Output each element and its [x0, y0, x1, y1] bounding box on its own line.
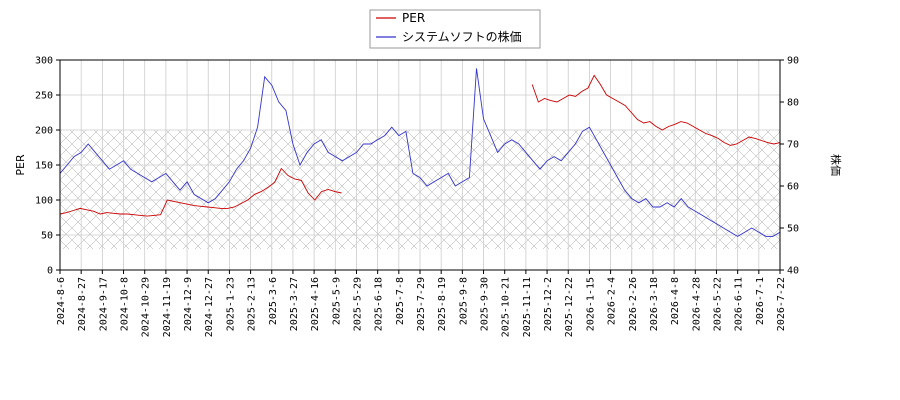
y-right-tick-label: 70 — [787, 140, 799, 151]
y-right-tick-label: 40 — [787, 266, 799, 277]
legend-box — [369, 9, 541, 49]
y-right-tick-label: 50 — [787, 224, 799, 235]
legend-label-per: PER — [402, 11, 425, 25]
x-axis: 2024-8-6 2024-8-27 2024-9-17 2024-10-8 2024-… — [56, 270, 787, 337]
x-tick-label: 2024-10-8 — [120, 277, 131, 331]
x-tick-label: 2024-12-27 — [204, 277, 215, 337]
x-tick-label: 2025-3-27 — [289, 277, 300, 331]
x-tick-label: 2025-2-13 — [247, 277, 258, 331]
x-tick-label: 2025-4-16 — [310, 277, 321, 331]
x-tick-label: 2025-9-8 — [458, 277, 469, 325]
x-tick-label: 2024-9-17 — [98, 277, 109, 331]
y-left-tick-label: 150 — [35, 161, 53, 172]
x-tick-label: 2025-7-8 — [395, 277, 406, 325]
x-tick-label: 2025-5-9 — [331, 277, 342, 325]
y-left-tick-label: 0 — [47, 266, 53, 277]
x-tick-label: 2026-3-18 — [649, 277, 660, 331]
legend: PER システムソフトの株価 — [369, 9, 541, 49]
y-left-tick-label: 250 — [35, 91, 53, 102]
x-tick-label: 2025-12-2 — [543, 277, 554, 331]
y-left-axis: 0 50 100 150 200 250 300 — [35, 56, 60, 277]
y-right-tick-label: 60 — [787, 182, 799, 193]
x-tick-label: 2025-5-29 — [352, 277, 363, 331]
x-tick-label: 2025-6-18 — [374, 277, 385, 331]
y-left-tick-label: 300 — [35, 56, 53, 67]
x-tick-label: 2024-8-6 — [56, 277, 67, 325]
x-tick-label: 2026-7-1 — [755, 277, 766, 325]
series-line-per — [531, 74, 781, 146]
legend-label-price: システムソフトの株価 — [402, 29, 522, 44]
y-left-axis-title: PER — [14, 154, 27, 176]
x-tick-label: 2025-9-30 — [480, 277, 491, 331]
series-line-price — [59, 68, 781, 237]
y-left-tick-label: 200 — [35, 126, 53, 137]
x-tick-label: 2025-11-11 — [522, 277, 533, 337]
x-tick-label: 2025-3-6 — [268, 277, 279, 325]
x-tick-label: 2026-4-28 — [691, 277, 702, 331]
x-tick-label: 2026-2-26 — [628, 277, 639, 331]
x-tick-label: 2024-8-27 — [77, 277, 88, 331]
y-right-axis: 40 50 60 70 80 90 — [780, 56, 799, 277]
series-line-per — [59, 167, 342, 217]
x-tick-label: 2024-11-19 — [162, 277, 173, 337]
x-tick-label: 2026-2-4 — [607, 277, 618, 325]
x-tick-label: 2026-5-22 — [712, 277, 723, 331]
x-tick-label: 2025-7-29 — [416, 277, 427, 331]
x-tick-label: 2025-12-22 — [564, 277, 575, 337]
y-right-tick-label: 90 — [787, 56, 799, 67]
x-tick-label: 2024-12-9 — [183, 277, 194, 331]
plot-area — [59, 59, 781, 271]
x-tick-label: 2025-1-23 — [225, 277, 236, 331]
x-tick-label: 2026-1-15 — [585, 277, 596, 331]
x-tick-label: 2026-7-22 — [776, 277, 787, 331]
y-right-tick-label: 80 — [787, 98, 799, 109]
x-tick-label: 2024-10-29 — [141, 277, 152, 337]
y-left-tick-label: 100 — [35, 196, 53, 207]
x-tick-label: 2026-6-11 — [734, 277, 745, 331]
y-left-tick-label: 50 — [41, 231, 53, 242]
x-tick-label: 2025-8-19 — [437, 277, 448, 331]
x-tick-label: 2026-4-8 — [670, 277, 681, 325]
x-tick-label: 2025-10-21 — [501, 277, 512, 337]
y-right-axis-title: 株価 — [829, 154, 843, 176]
